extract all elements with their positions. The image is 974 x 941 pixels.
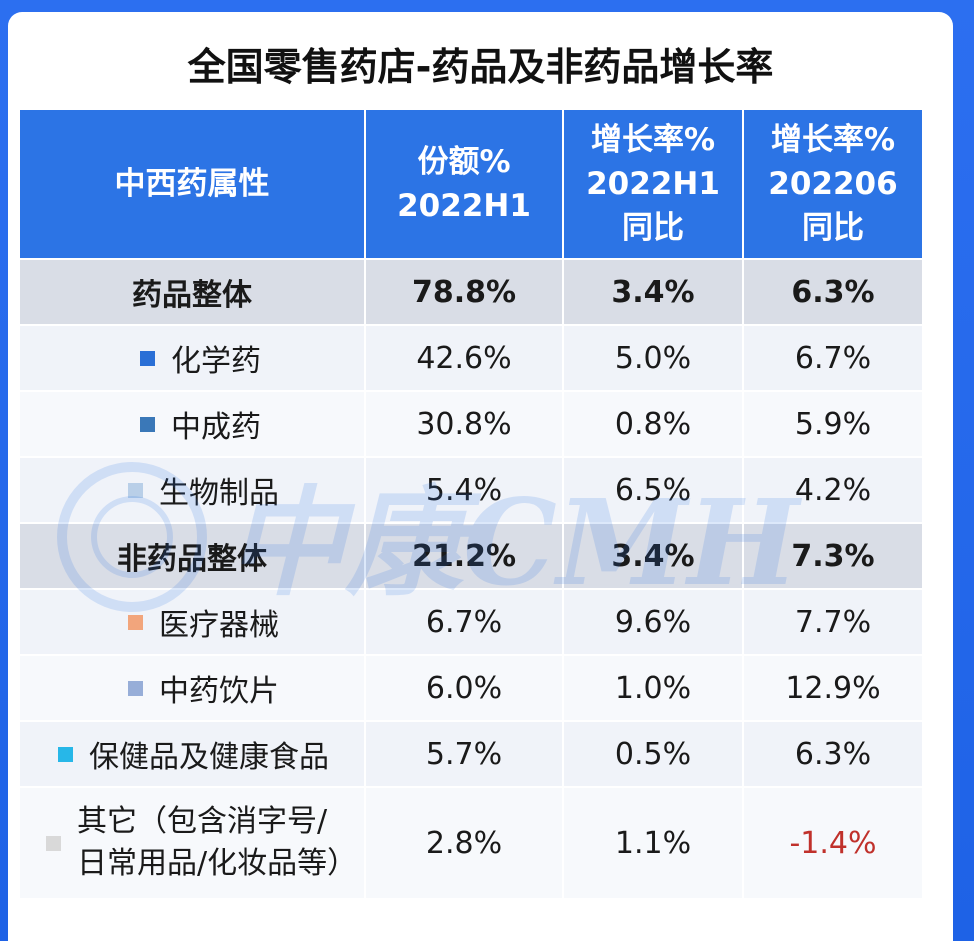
- column-header-growth-06: 增长率% 202206 同比: [742, 108, 924, 260]
- row-label: 生物制品: [159, 476, 279, 511]
- legend-swatch-icon: [46, 835, 61, 851]
- row-label-text: 保健品及健康食品: [89, 732, 329, 776]
- header-line: 增长率%: [590, 122, 716, 158]
- growth-h1-cell: 0.8%: [562, 390, 744, 458]
- table-header-row: 中西药属性 份额% 2022H1 增长率% 2022H1 同比 增长率% 202…: [18, 108, 924, 260]
- row-label-cell: 其它（包含消字号/日常用品/化妆品等）: [18, 786, 366, 900]
- legend-swatch-icon: [128, 680, 143, 696]
- table-row: 医疗器械 6.7% 9.6% 7.7%: [18, 588, 924, 656]
- growth-h1-cell: 1.1%: [562, 786, 744, 900]
- share-cell: 6.7%: [364, 588, 564, 656]
- row-label-line2: 日常用品/化妆品等）: [77, 846, 358, 881]
- row-label-cell: 中药饮片: [18, 654, 366, 722]
- share-cell: 5.4%: [364, 456, 564, 524]
- header-line: 同比: [622, 210, 684, 246]
- row-label-text: 化学药: [171, 336, 261, 380]
- row-label: 非药品整体: [117, 542, 267, 577]
- share-cell: 2.8%: [364, 786, 564, 900]
- row-label: 药品整体: [132, 278, 252, 313]
- growth-h1-cell: 6.5%: [562, 456, 744, 524]
- table-row: 其它（包含消字号/日常用品/化妆品等） 2.8% 1.1% -1.4%: [18, 786, 924, 900]
- header-line: 2022H1: [586, 166, 720, 202]
- row-label: 医疗器械: [159, 608, 279, 643]
- row-label-wrap: 医疗器械: [128, 600, 279, 644]
- header-line: 2022H1: [397, 188, 531, 224]
- row-label-wrap: 保健品及健康食品: [58, 732, 329, 776]
- header-line: 中西药属性: [114, 166, 270, 202]
- growth-06-cell: 6.7%: [742, 324, 924, 392]
- row-label-wrap: 中成药: [140, 402, 261, 446]
- growth-06-cell: 7.7%: [742, 588, 924, 656]
- growth-06-cell: 12.9%: [742, 654, 924, 722]
- row-label-text: 中药饮片: [159, 666, 279, 710]
- row-label: 中成药: [171, 410, 261, 445]
- share-cell: 6.0%: [364, 654, 564, 722]
- row-label-cell: 化学药: [18, 324, 366, 392]
- share-cell: 5.7%: [364, 720, 564, 788]
- legend-swatch-icon: [58, 746, 73, 762]
- table-row: 化学药 42.6% 5.0% 6.7%: [18, 324, 924, 392]
- row-label-wrap: 中药饮片: [128, 666, 279, 710]
- growth-06-cell: 6.3%: [742, 258, 924, 326]
- share-cell: 78.8%: [364, 258, 564, 326]
- growth-h1-cell: 1.0%: [562, 654, 744, 722]
- row-label-text: 生物制品: [159, 468, 279, 512]
- row-label-wrap: 其它（包含消字号/日常用品/化妆品等）: [46, 801, 357, 885]
- legend-swatch-icon: [128, 614, 143, 630]
- row-label-cell: 非药品整体: [18, 522, 366, 590]
- table-body: 药品整体 78.8% 3.4% 6.3% 化学药 42.6% 5.0% 6.7% 中成药 30.8…: [18, 258, 924, 900]
- row-label: 其它（包含消字号/: [77, 804, 328, 839]
- page-title: 全国零售药店-药品及非药品增长率: [187, 45, 774, 89]
- header-line: 增长率%: [770, 122, 896, 158]
- row-label: 保健品及健康食品: [89, 740, 329, 775]
- legend-swatch-icon: [140, 416, 155, 432]
- row-label-text: 其它（包含消字号/日常用品/化妆品等）: [77, 801, 357, 885]
- column-header-attribute: 中西药属性: [18, 108, 366, 260]
- table-row: 生物制品 5.4% 6.5% 4.2%: [18, 456, 924, 524]
- share-cell: 30.8%: [364, 390, 564, 458]
- row-label-text: 中成药: [171, 402, 261, 446]
- growth-06-cell: -1.4%: [742, 786, 924, 900]
- column-header-share: 份额% 2022H1: [364, 108, 564, 260]
- column-header-growth-h1: 增长率% 2022H1 同比: [562, 108, 744, 260]
- share-cell: 42.6%: [364, 324, 564, 392]
- growth-06-cell: 6.3%: [742, 720, 924, 788]
- row-label-cell: 生物制品: [18, 456, 366, 524]
- growth-06-cell: 7.3%: [742, 522, 924, 590]
- table-row: 中成药 30.8% 0.8% 5.9%: [18, 390, 924, 458]
- table-card: 全国零售药店-药品及非药品增长率 中西药属性 份额% 2022H1: [8, 12, 953, 941]
- legend-swatch-icon: [140, 350, 155, 366]
- row-label-text: 医疗器械: [159, 600, 279, 644]
- growth-06-cell: 4.2%: [742, 456, 924, 524]
- table-group-row: 非药品整体 21.2% 3.4% 7.3%: [18, 522, 924, 590]
- share-cell: 21.2%: [364, 522, 564, 590]
- growth-h1-cell: 0.5%: [562, 720, 744, 788]
- growth-h1-cell: 3.4%: [562, 522, 744, 590]
- header-line: 202206: [768, 166, 898, 202]
- data-table: 中西药属性 份额% 2022H1 增长率% 2022H1 同比 增长率% 202…: [18, 108, 924, 900]
- growth-h1-cell: 3.4%: [562, 258, 744, 326]
- row-label-wrap: 生物制品: [128, 468, 279, 512]
- row-label-cell: 药品整体: [18, 258, 366, 326]
- row-label-cell: 医疗器械: [18, 588, 366, 656]
- row-label: 化学药: [171, 344, 261, 379]
- row-label-wrap: 化学药: [140, 336, 261, 380]
- growth-h1-cell: 9.6%: [562, 588, 744, 656]
- row-label: 中药饮片: [159, 674, 279, 709]
- row-label-cell: 中成药: [18, 390, 366, 458]
- row-label-cell: 保健品及健康食品: [18, 720, 366, 788]
- legend-swatch-icon: [128, 482, 143, 498]
- header-line: 同比: [802, 210, 864, 246]
- table-row: 保健品及健康食品 5.7% 0.5% 6.3%: [18, 720, 924, 788]
- table-row: 中药饮片 6.0% 1.0% 12.9%: [18, 654, 924, 722]
- growth-06-cell: 5.9%: [742, 390, 924, 458]
- table-group-row: 药品整体 78.8% 3.4% 6.3%: [18, 258, 924, 326]
- header-line: 份额%: [417, 144, 511, 180]
- growth-h1-cell: 5.0%: [562, 324, 744, 392]
